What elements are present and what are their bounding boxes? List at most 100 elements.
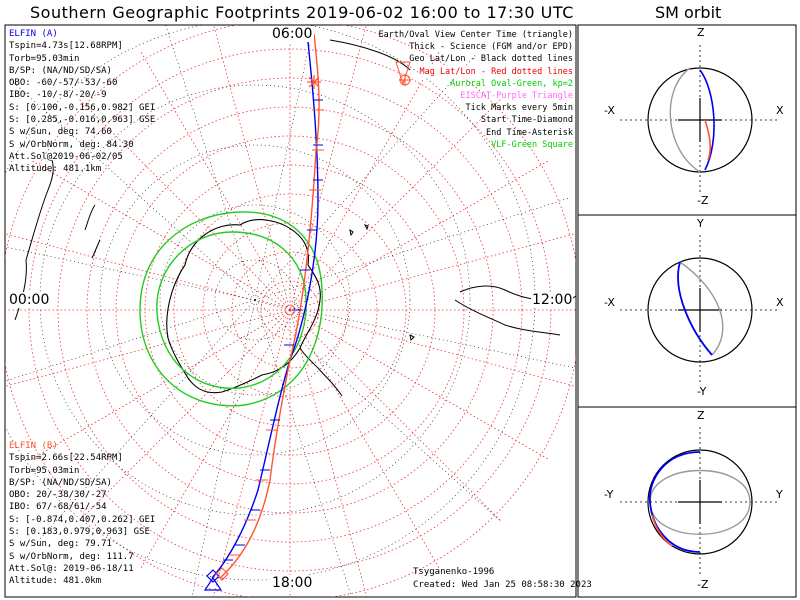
mag-lon-line xyxy=(289,309,503,523)
model-label: Tsyganenko-1996 xyxy=(413,567,495,577)
panel3-top-label: Z xyxy=(697,409,705,422)
geo-lon-line xyxy=(9,78,256,301)
panel1-top-label: Z xyxy=(697,26,705,39)
elfin-a-center-triangle xyxy=(203,576,223,591)
orbit-panels-frame xyxy=(577,24,797,598)
elfin-a-line: Tspin=4.73s[12.68RPM] xyxy=(9,41,123,52)
elfin-b-line: Altitude: 481.0km xyxy=(9,576,102,587)
africa-coastline xyxy=(329,39,411,71)
panel2-bottom-label: -Y xyxy=(697,385,707,398)
elfin-b-line: OBO: 20/-38/30/-27 xyxy=(9,490,107,501)
elfin-b-line: Att.Sol@: 2019-06-18/11 xyxy=(9,563,134,574)
legend-item: End Time-Asterisk xyxy=(486,127,573,138)
geo-lon-line xyxy=(254,299,352,597)
mag-lon-line xyxy=(289,159,551,311)
australia-coastline xyxy=(14,159,54,321)
created-label: Created: Wed Jan 25 08:58:30 2023 xyxy=(413,580,592,590)
elfin-a-line: Altitude: 481.1km xyxy=(9,164,102,175)
mag-lon-line xyxy=(213,25,291,311)
auroral-oval-inner xyxy=(156,231,307,389)
elfin-b-line: Tspin=2.66s[22.54RPM] xyxy=(9,453,123,464)
elfin-a-line: S w/OrbNorm, deg: 84.30 xyxy=(9,139,134,150)
auroral-oval xyxy=(139,211,323,407)
mag-lat-circle xyxy=(231,251,349,369)
elfin-b-orbit xyxy=(649,469,751,535)
mlt-label-left: 00:00 xyxy=(8,292,51,308)
panel1-bottom-label: -Z xyxy=(697,194,709,207)
panel3-bottom-label: -Z xyxy=(697,578,709,591)
panel2-left-label: -X xyxy=(604,296,615,309)
elfin-b-line: IBO: 67/-68/61/-54 xyxy=(9,502,107,513)
geo-lon-line xyxy=(5,299,256,382)
elfin-b-orbit xyxy=(679,261,724,356)
elfin-b-start-diamond xyxy=(215,567,229,581)
south-america-tip xyxy=(454,299,561,336)
legend-item: Mag Lat/Lon - Red dotted lines xyxy=(419,65,573,78)
mag-lon-line xyxy=(139,49,291,311)
elfin-b-info: ELFIN (B) Tspin=2.66s[22.54RPM] Torb=95.… xyxy=(9,440,155,588)
panel1-left-label: -X xyxy=(604,104,615,117)
geo-lon-line xyxy=(191,299,256,597)
mag-lat-circle xyxy=(115,135,465,485)
geo-lat-circle xyxy=(159,204,351,396)
elfin-a-info: ELFIN (A) Tspin=4.73s[12.68RPM] Torb=95.… xyxy=(9,28,155,176)
elfin-a-line: Att.Sol@2019-06-02/05 xyxy=(9,151,123,162)
geo-lat-circle xyxy=(214,259,296,341)
geo-lon-line xyxy=(165,25,256,301)
elfin-a-line: Torb=95.03min xyxy=(9,53,80,64)
elfin-a-start-diamond xyxy=(206,569,220,583)
elfin-a-orbit xyxy=(699,69,715,171)
legend-item: EISCAT-Purple Triangle xyxy=(460,91,573,102)
elfin-a-line: B/SP: (NA/ND/SD/SA) xyxy=(9,65,112,76)
legend-item: Start Time-Diamond xyxy=(480,115,573,126)
satellite-tracks xyxy=(203,27,324,591)
mlt-label-bottom: 18:00 xyxy=(270,575,315,591)
elfin-b-orbit-segment xyxy=(704,119,711,161)
elfin-b-line: S: [-0.874,0.407,0.262] GEI xyxy=(9,514,156,525)
elfin-b-line: S w/OrbNorm, deg: 111.7 xyxy=(9,551,134,562)
mag-lat-circle xyxy=(202,222,378,398)
elfin-b-line: S w/Sun, deg: 79.71 xyxy=(9,539,112,550)
elfin-b-line: Torb=95.03min xyxy=(9,465,80,476)
panel1-right-label: X xyxy=(776,104,784,117)
geo-lat-circle xyxy=(99,144,411,456)
map-legend: Earth/Oval View Center Time (triangle) T… xyxy=(379,29,573,151)
legend-item: Geo Lat/Lon - Black dotted lines xyxy=(409,54,573,65)
mag-lon-line xyxy=(139,309,291,571)
panel3-left-label: -Y xyxy=(604,488,614,501)
panel2-top-label: Y xyxy=(697,217,704,230)
elfin-a-line: OBO: -60/-57/-53/-60 xyxy=(9,78,118,89)
geo-lon-line xyxy=(254,197,569,301)
legend-item: Auroral Oval-Green, kp=2 xyxy=(450,78,573,89)
legend-item: Earth/Oval View Center Time (triangle) xyxy=(378,30,573,40)
auroral-oval-outer xyxy=(139,211,323,407)
legend-item: Tick Marks every 5min xyxy=(465,103,573,114)
mlt-label-top: 06:00 xyxy=(270,26,315,42)
geo-lon-line xyxy=(254,299,576,369)
side-panel-title: SM orbit xyxy=(655,3,722,22)
mlt-label-right: 12:00 xyxy=(531,292,574,308)
geo-lon-line xyxy=(5,246,256,301)
elfin-a-name: ELFIN (A) xyxy=(9,29,58,39)
elfin-a-orbit xyxy=(649,451,701,553)
eiscat-marker xyxy=(395,61,411,86)
mag-lon-line xyxy=(5,309,291,387)
mag-lon-line xyxy=(289,309,551,461)
elfin-a-line: S: [0.100,-0.156,0.982] GEI xyxy=(9,102,156,113)
small-islands xyxy=(349,224,415,342)
elfin-a-line: S: [0.285,-0.016,0.963] GSE xyxy=(9,115,156,126)
new-zealand xyxy=(84,204,101,259)
legend-item: Thick - Science (FGM and/or EPD) xyxy=(409,42,573,53)
elfin-b-name: ELFIN (B) xyxy=(9,441,58,451)
panel3-right-label: Y xyxy=(776,488,783,501)
elfin-a-orbit xyxy=(677,261,713,356)
elfin-a-line: IBO: -10/-8/-20/-9 xyxy=(9,90,107,101)
mag-lon-line xyxy=(289,25,367,311)
mag-grid xyxy=(5,25,576,597)
geo-lon-line xyxy=(254,54,477,301)
map-frame xyxy=(4,24,577,598)
elfin-a-line: S w/Sun, deg: 74.60 xyxy=(9,127,112,138)
geo-lon-line xyxy=(254,299,501,522)
elfin-b-orbit xyxy=(669,67,701,173)
legend-item: VLF-Green Square xyxy=(491,139,573,150)
